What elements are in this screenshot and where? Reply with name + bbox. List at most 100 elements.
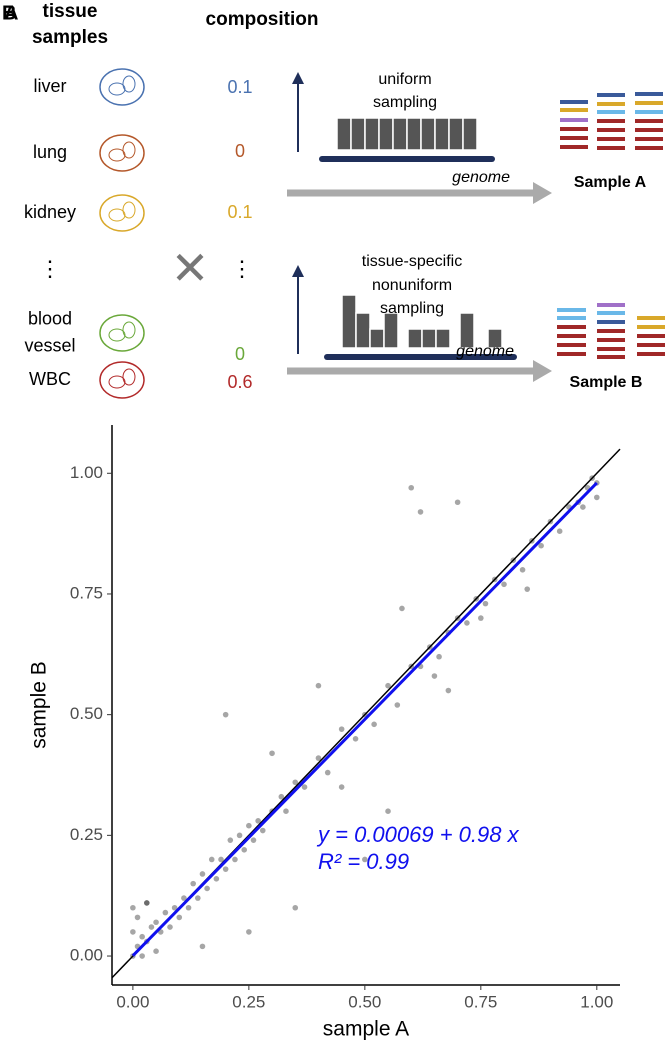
- point: [482, 600, 489, 607]
- sample-label: Sample B: [570, 374, 643, 391]
- point: [162, 909, 169, 916]
- point: [199, 943, 206, 950]
- point: [501, 581, 507, 588]
- point: [524, 586, 531, 592]
- point: [473, 595, 479, 602]
- point: [143, 900, 150, 906]
- ellipsis: ⋮: [231, 256, 253, 281]
- tissue-icon: [108, 148, 126, 162]
- tissue-icon: [122, 141, 136, 159]
- tissue-label: kidney: [24, 202, 76, 222]
- point: [491, 576, 498, 583]
- composition-value: 0.6: [227, 372, 252, 392]
- header: samples: [32, 27, 108, 48]
- ellipsis: ⋮: [39, 256, 61, 281]
- point: [594, 494, 600, 501]
- tissue-icon: [99, 194, 145, 232]
- genome-label: genome: [452, 169, 510, 186]
- genome-label: genome: [456, 343, 514, 360]
- point: [171, 904, 178, 911]
- point: [445, 687, 452, 694]
- tissue-label: liver: [33, 76, 66, 96]
- tissue-icon: [99, 134, 145, 172]
- point: [208, 856, 215, 863]
- x-tick-label: 0.50: [348, 992, 381, 1011]
- point: [362, 856, 368, 863]
- point: [408, 484, 415, 491]
- point: [185, 904, 192, 911]
- x-tick-label: 0.00: [116, 992, 149, 1011]
- tissue-icon: [99, 314, 145, 352]
- point: [283, 808, 289, 815]
- panel-label: B: [2, 2, 16, 24]
- point: [222, 711, 229, 718]
- point: [315, 682, 322, 689]
- header: tissue: [43, 1, 98, 22]
- scatter-plot: 0.00 0.25 0.50 0.75 1.00 0.00 0.25 0.50 0.75 1.00…: [28, 425, 621, 1041]
- point: [153, 919, 159, 926]
- tissue-icon: [122, 75, 136, 93]
- tissue-icon: [108, 328, 126, 342]
- uniform-bars: [336, 117, 478, 151]
- tissue-label: lung: [33, 142, 67, 162]
- point: [417, 509, 424, 515]
- point: [181, 895, 187, 901]
- point: [153, 948, 159, 955]
- point: [139, 953, 145, 959]
- point: [222, 866, 229, 872]
- point: [232, 856, 238, 863]
- read-stack: [557, 303, 665, 359]
- sampling-label: tissue-specific: [362, 253, 462, 270]
- tissue-label: vessel: [24, 335, 75, 355]
- tissue-icons: [99, 68, 145, 399]
- point: [385, 808, 391, 815]
- composition-value: 0.1: [227, 202, 252, 222]
- tissue-icon: [122, 321, 136, 339]
- point: [301, 784, 308, 790]
- point: [246, 929, 252, 935]
- arrow-head: [533, 182, 552, 204]
- y-tick-label: 0.00: [70, 946, 103, 965]
- y-tick-label: 1.00: [70, 463, 103, 482]
- x-tick-label: 0.25: [232, 992, 265, 1011]
- point: [218, 856, 224, 863]
- point: [199, 871, 206, 877]
- point: [213, 875, 220, 882]
- point: [148, 924, 155, 930]
- point: [454, 499, 461, 506]
- point: [134, 914, 141, 921]
- arrow-head: [292, 72, 304, 84]
- x-tick-label: 1.00: [580, 992, 613, 1011]
- arrow-head: [292, 265, 304, 277]
- point: [408, 663, 415, 670]
- point: [538, 542, 544, 549]
- point: [589, 475, 595, 481]
- fit-line: [131, 481, 598, 957]
- annotation: R² = 0.99: [318, 849, 409, 874]
- annotation: y = 0.00069 + 0.98 x: [316, 822, 520, 847]
- point: [292, 904, 299, 911]
- composition-value: 0.1: [227, 77, 252, 97]
- point: [454, 615, 461, 621]
- sampling-label: nonuniform: [372, 277, 452, 294]
- point: [236, 832, 243, 839]
- point: [519, 567, 526, 573]
- composition-value: 0: [235, 141, 245, 161]
- point: [338, 784, 345, 790]
- panel-label: A: [4, 2, 18, 24]
- y-tick-label: 0.50: [70, 704, 103, 723]
- point: [167, 924, 173, 930]
- point: [556, 528, 563, 535]
- point: [547, 518, 554, 525]
- arrow-head: [533, 360, 552, 382]
- point: [338, 726, 345, 732]
- point: [259, 827, 266, 834]
- point: [371, 721, 377, 728]
- point: [431, 673, 438, 679]
- sampling-label: sampling: [373, 94, 437, 111]
- point: [143, 900, 150, 906]
- point: [464, 620, 470, 626]
- point: [436, 653, 442, 660]
- point: [130, 904, 136, 911]
